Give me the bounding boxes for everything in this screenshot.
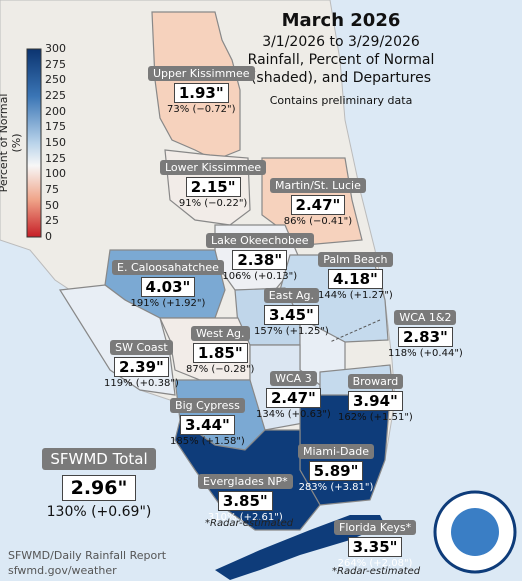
region-value: 5.89" (308, 461, 364, 481)
region-name: WCA 3 (270, 371, 317, 386)
colorbar-label: Percent of Normal (%) (0, 93, 23, 193)
colorbar-tick: 275 (45, 57, 66, 71)
region-value: 2.39" (114, 357, 169, 377)
region-name: East Ag. (263, 288, 320, 303)
region-name: Broward (347, 374, 404, 389)
region-label[interactable]: Upper Kissimmee 1.93" 73% (−0.72") (148, 62, 255, 115)
region-label[interactable]: West Ag. 1.85" 87% (−0.28") (186, 322, 254, 375)
region-label[interactable]: WCA 3 2.47" 134% (+0.63") (256, 367, 331, 420)
region-pct: 118% (+0.44") (388, 348, 463, 359)
region-pct: 106% (+0.13") (222, 271, 298, 282)
region-value: 3.45" (264, 305, 319, 325)
colorbar-tick: 125 (45, 151, 66, 165)
region-value: 4.18" (328, 269, 383, 289)
region-pct: 162% (+1.51") (338, 412, 413, 423)
region-name: Big Cypress (170, 398, 245, 413)
region-value: 3.44" (180, 415, 235, 435)
region-pct: 157% (+1.25") (254, 326, 329, 337)
region-pct: 73% (−0.72") (167, 104, 236, 115)
region-name: Palm Beach (318, 252, 393, 267)
region-label[interactable]: Broward 3.94" 162% (+1.51") (338, 370, 413, 423)
colorbar-tick: 175 (45, 120, 66, 134)
region-label[interactable]: Miami-Dade 5.89" 283% (+3.81") (298, 440, 374, 493)
region-value: 3.35" (347, 537, 403, 557)
colorbar-tick: 200 (45, 104, 66, 118)
colorbar-tick: 25 (45, 214, 59, 228)
region-name: Miami-Dade (298, 444, 374, 459)
region-name: E. Caloosahatchee (112, 260, 224, 275)
map-title: March 2026 (281, 10, 401, 31)
footer-url[interactable]: sfwmd.gov/weather (8, 564, 117, 577)
colorbar-tick: 100 (45, 167, 66, 181)
region-label[interactable]: E. Caloosahatchee 4.03" 191% (+1.92") (112, 256, 224, 309)
region-pct: 283% (+3.81") (298, 482, 374, 493)
region-name: Upper Kissimmee (148, 66, 255, 81)
region-pct: 191% (+1.92") (130, 298, 206, 309)
region-name: SW Coast (110, 340, 173, 355)
region-value: 1.85" (192, 343, 248, 363)
region-label[interactable]: Lake Okeechobee 2.38" 106% (+0.13") (206, 229, 314, 282)
region-label[interactable]: East Ag. 3.45" 157% (+1.25") (254, 284, 329, 337)
region-label[interactable]: Everglades NP* 3.85" 310% (+2.61") (198, 470, 293, 523)
region-label[interactable]: Lower Kissimmee 2.15" 91% (−0.22") (160, 156, 267, 209)
region-name: West Ag. (190, 326, 250, 341)
radar-note-keys: *Radar-estimated (332, 566, 421, 577)
region-value: 2.83" (398, 327, 453, 347)
colorbar-tick: 250 (45, 73, 66, 87)
colorbar-tick: 0 (45, 230, 52, 243)
logo-inner-icon (451, 508, 499, 556)
region-name: WCA 1&2 (394, 310, 457, 325)
region-label[interactable]: Martin/St. Lucie 2.47" 86% (−0.41") (270, 174, 366, 227)
region-pct: 310% (+2.61") (207, 512, 283, 523)
colorbar-tick: 50 (45, 198, 59, 212)
region-value: 4.03" (140, 277, 196, 297)
total-pct: 130% (+0.69") (46, 504, 152, 520)
region-name: Martin/St. Lucie (270, 178, 366, 193)
wca-arrow (329, 319, 381, 343)
footer-report: SFWMD/Daily Rainfall Report (8, 549, 167, 562)
region-name: Lower Kissimmee (160, 160, 267, 175)
subtitle-dates: 3/1/2026 to 3/29/2026 (262, 34, 420, 50)
region-pct: 87% (−0.28") (186, 364, 255, 375)
region-name: Everglades NP* (198, 474, 293, 489)
total-block: SFWMD Total 2.96" 130% (+0.69") (34, 448, 164, 520)
colorbar (26, 48, 42, 238)
region-pct: 144% (+1.27") (318, 290, 393, 301)
region-value: 3.85" (217, 491, 273, 511)
region-label[interactable]: Palm Beach 4.18" 144% (+1.27") (318, 248, 393, 301)
region-label[interactable]: WCA 1&2 2.83" 118% (+0.44") (388, 306, 463, 359)
region-name: Florida Keys* (334, 520, 417, 535)
subtitle-line3: (shaded), and Departures (250, 70, 432, 86)
region-label[interactable]: SW Coast 2.39" 119% (+0.38") (104, 336, 179, 389)
region-label[interactable]: Big Cypress 3.44" 185% (+1.58") (170, 394, 245, 447)
region-value: 2.15" (185, 177, 241, 197)
region-value: 3.94" (348, 391, 403, 411)
region-pct: 86% (−0.41") (283, 216, 353, 227)
preliminary-note: Contains preliminary data (269, 94, 413, 107)
region-name: Lake Okeechobee (206, 233, 314, 248)
total-value: 2.96" (61, 475, 137, 501)
colorbar-tick: 300 (45, 42, 66, 55)
colorbar-tick: 225 (45, 89, 66, 102)
region-value: 2.47" (266, 388, 321, 408)
region-pct: 185% (+1.58") (170, 436, 245, 447)
region-pct: 91% (−0.22") (178, 198, 248, 209)
region-label[interactable]: Florida Keys* 3.35" 264% (+2.08") (334, 516, 417, 569)
total-name: SFWMD Total (42, 448, 156, 470)
region-value: 1.93" (173, 83, 229, 103)
region-pct: 134% (+0.63") (256, 409, 331, 420)
radar-note-everglades: *Radar-estimated (205, 518, 294, 529)
colorbar-tick: 150 (45, 136, 66, 149)
region-pct: 264% (+2.08") (337, 558, 413, 569)
colorbar-tick: 75 (45, 183, 59, 196)
region-value: 2.38" (232, 250, 288, 270)
subtitle-line2: Rainfall, Percent of Normal (247, 52, 435, 68)
region-value: 2.47" (290, 195, 346, 215)
region-pct: 119% (+0.38") (104, 378, 179, 389)
